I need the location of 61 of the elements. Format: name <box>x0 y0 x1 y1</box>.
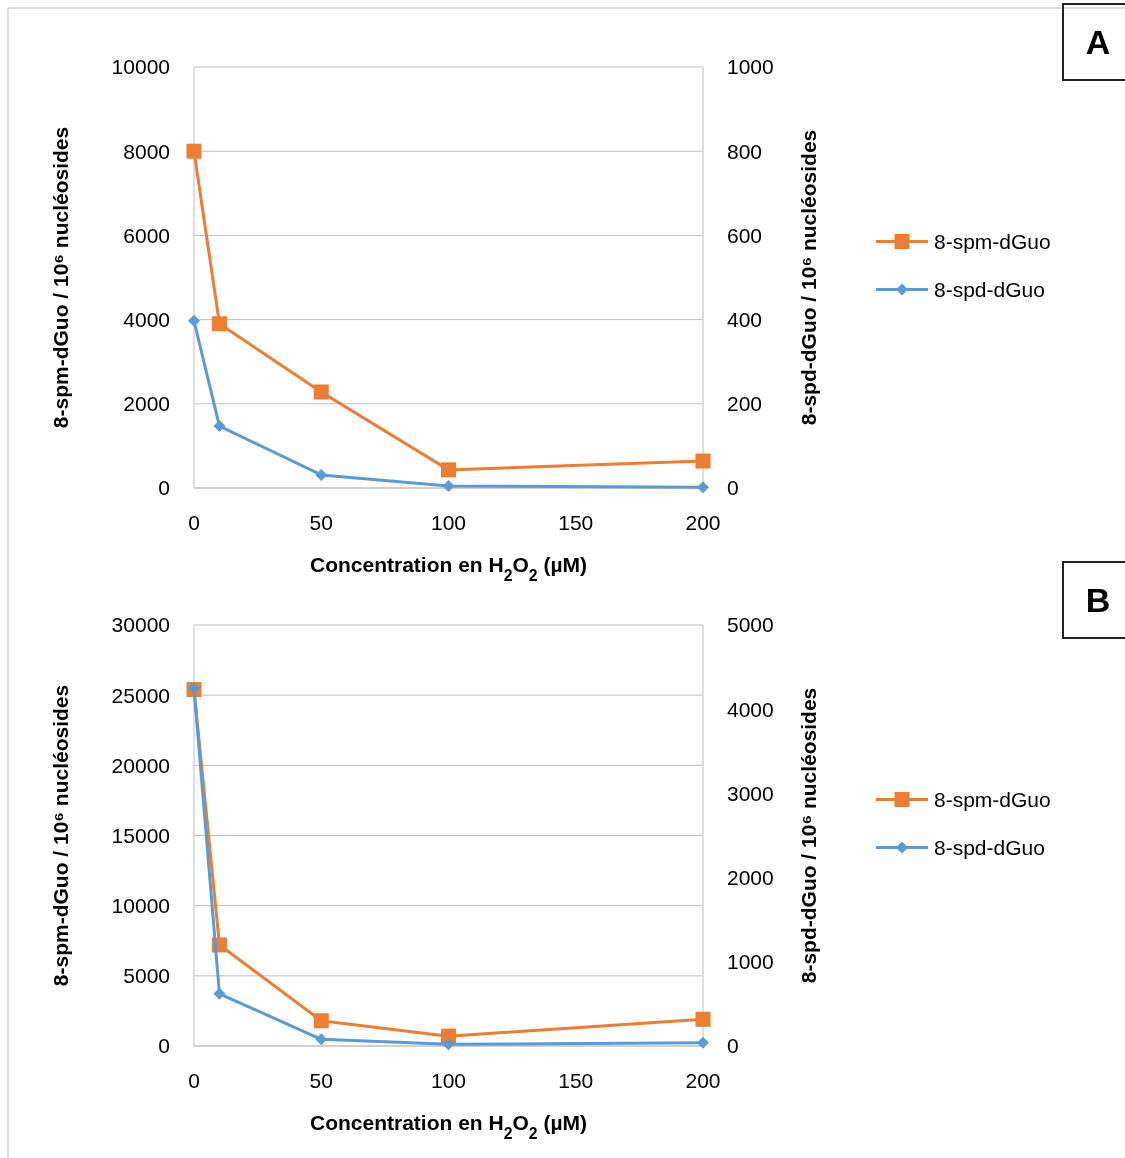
point <box>442 479 455 492</box>
x-tick-label: 100 <box>430 511 467 534</box>
point <box>186 143 202 159</box>
y-tick-label: 0 <box>158 1034 170 1058</box>
y-axis-title: 8-spm-dGuo / 10⁶ nucléosides <box>49 684 72 987</box>
point <box>441 462 456 478</box>
point <box>697 1036 709 1049</box>
point <box>695 1011 711 1027</box>
y2-tick-label: 200 <box>727 392 763 416</box>
x-tick-label: 150 <box>558 511 594 534</box>
x-tick-label: 50 <box>309 1069 333 1092</box>
y-tick-label: 2000 <box>123 392 170 416</box>
y2-tick-label: 1000 <box>727 950 774 974</box>
x-axis-title: Concentration en H$_{2}$O$_{2}$ (µM) <box>310 1111 587 1142</box>
y-axis-title: 8-spm-dGuo / 10⁶ nucléosides <box>49 126 72 429</box>
text: A <box>1085 22 1111 61</box>
y-tick-label: 25000 <box>111 683 170 707</box>
point <box>313 384 329 400</box>
y-tick-label: 30000 <box>111 613 170 637</box>
x-tick-label: 0 <box>188 511 200 534</box>
y2-tick-label: 2000 <box>727 865 774 889</box>
y-tick-label: 5000 <box>123 964 170 988</box>
point <box>213 987 226 1000</box>
point <box>697 481 709 494</box>
y2-tick-label: 0 <box>727 1034 739 1058</box>
point <box>313 1013 329 1029</box>
point <box>188 314 200 327</box>
point <box>213 420 226 433</box>
point <box>442 1038 455 1051</box>
y-tick-label: 8000 <box>123 139 170 163</box>
legend-label: 8-spm-dGuo <box>934 787 1051 811</box>
legend-label: 8-spm-dGuo <box>934 229 1051 253</box>
x-tick-label: 0 <box>188 1069 200 1092</box>
y2-tick-label: 400 <box>727 307 763 331</box>
y-tick-label: 4000 <box>123 307 170 331</box>
y-tick-label: 6000 <box>123 223 170 247</box>
x-tick-label: 150 <box>558 1069 594 1092</box>
y-tick-label: 0 <box>158 476 170 500</box>
y2-tick-label: 3000 <box>727 781 774 805</box>
y-tick-label: 20000 <box>111 753 170 777</box>
x-tick-label: 50 <box>309 511 333 534</box>
y2-axis-title: 8-spd-dGuo / 10⁶ nucléosides <box>797 129 820 426</box>
y2-tick-label: 1000 <box>727 55 774 79</box>
y2-axis-title: 8-spd-dGuo / 10⁶ nucléosides <box>797 687 820 984</box>
y2-tick-label: 4000 <box>727 697 774 721</box>
x-tick-label: 200 <box>685 511 721 534</box>
y2-tick-label: 600 <box>727 223 763 247</box>
x-tick-label: 100 <box>430 1069 467 1092</box>
legend-label: 8-spd-dGuo <box>934 835 1045 859</box>
y2-tick-label: 800 <box>727 139 763 163</box>
point <box>211 316 227 332</box>
x-tick-label: 200 <box>685 1069 721 1092</box>
y-tick-label: 10000 <box>111 55 170 79</box>
point <box>695 453 711 469</box>
text: B <box>1085 580 1111 619</box>
x-axis-title: Concentration en H$_{2}$O$_{2}$ (µM) <box>310 553 587 584</box>
y2-tick-label: 5000 <box>727 613 774 637</box>
y2-tick-label: 0 <box>727 476 739 500</box>
legend-label: 8-spd-dGuo <box>934 277 1045 301</box>
y-tick-label: 15000 <box>111 823 170 847</box>
y-tick-label: 10000 <box>111 894 170 918</box>
